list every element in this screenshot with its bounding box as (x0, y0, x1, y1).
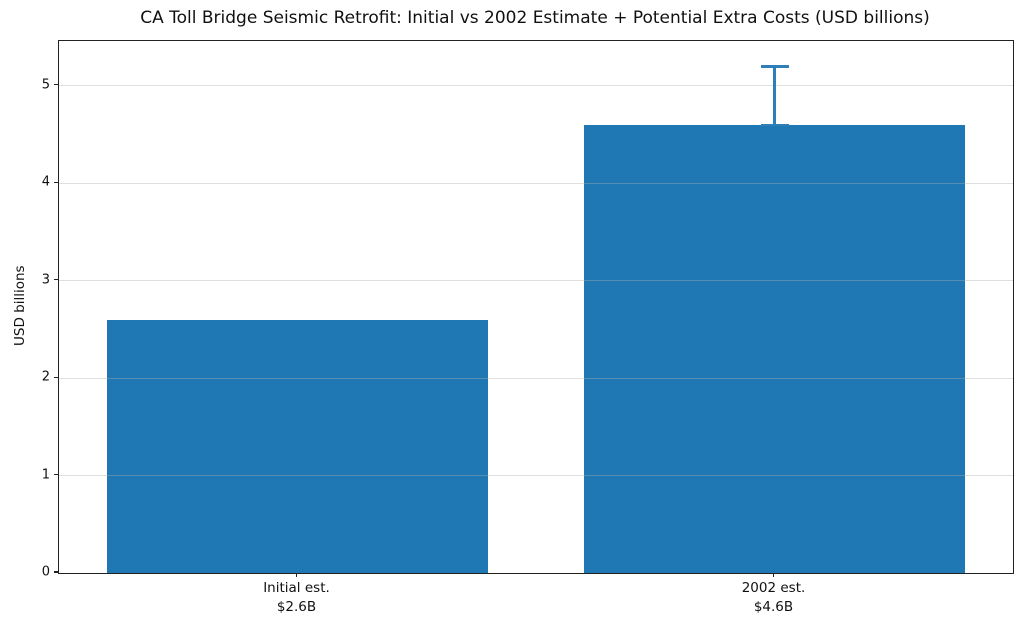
y-tick-mark (54, 279, 58, 281)
x-tick-label-line2: $4.6B (753, 599, 794, 615)
y-tick-label: 3 (41, 272, 50, 288)
x-tick-label-line2: $2.6B (276, 599, 317, 615)
y-tick-mark (54, 376, 58, 378)
x-tick-mark (295, 573, 298, 577)
gridline-y1 (59, 475, 1013, 477)
bar-initial-est- (106, 319, 489, 573)
gridline-y2 (59, 377, 1013, 379)
x-tick-label-line1: Initial est. (263, 580, 330, 596)
chart-title: CA Toll Bridge Seismic Retrofit: Initial… (140, 8, 930, 28)
error-bar-cap (760, 123, 789, 127)
y-tick-label: 2 (41, 369, 50, 385)
gridline-y5 (59, 85, 1013, 87)
y-tick-label: 4 (41, 174, 50, 190)
y-tick-mark (54, 473, 58, 476)
y-tick-label: 5 (41, 77, 50, 93)
y-tick-mark (54, 181, 58, 183)
y-tick-mark (54, 571, 58, 573)
y-tick-mark (54, 84, 58, 86)
y-tick-label: 1 (41, 467, 50, 483)
y-axis-label: USD billions (12, 265, 28, 347)
x-tick-label: Initial est. $2.6B (187, 579, 407, 617)
gridline-y4 (59, 182, 1013, 184)
error-bar-cap (760, 65, 789, 68)
x-tick-mark (772, 573, 775, 577)
plot-area (58, 40, 1014, 574)
bar-2002-est- (583, 124, 966, 573)
error-bar (773, 66, 776, 125)
gridline-y3 (59, 280, 1013, 282)
y-tick-label: 0 (41, 564, 50, 580)
x-tick-label-line1: 2002 est. (741, 580, 806, 596)
x-tick-label: 2002 est. $4.6B (664, 579, 884, 617)
